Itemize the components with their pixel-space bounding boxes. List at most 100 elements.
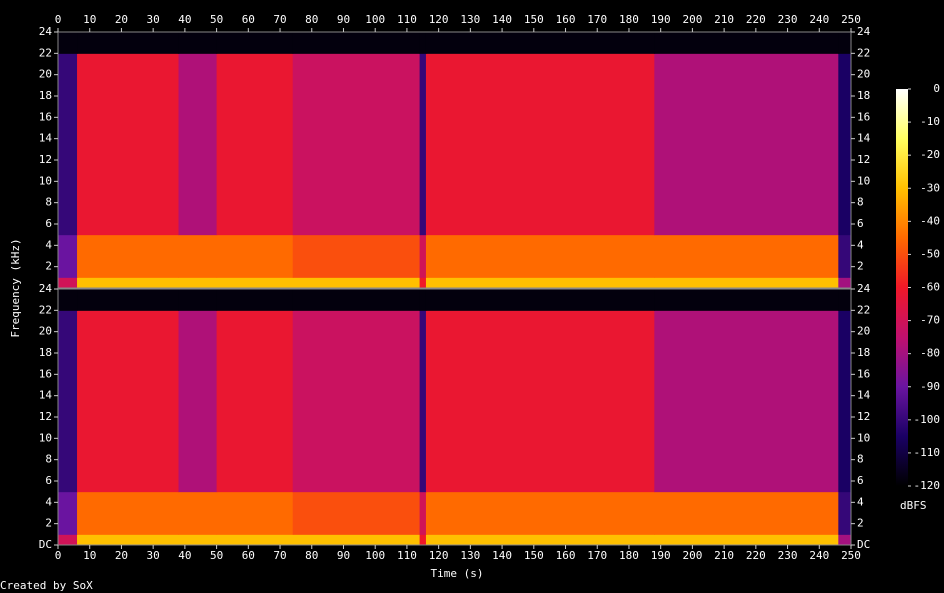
- heatmap-cell: [654, 491, 839, 535]
- x-tick-label: 90: [337, 549, 350, 562]
- y-tick-label: 24: [39, 282, 53, 295]
- heatmap-cell: [58, 534, 78, 546]
- heatmap-cell: [838, 53, 852, 236]
- heatmap-cell: [178, 234, 218, 278]
- heatmap-cell: [838, 491, 852, 535]
- x-tick-label: 140: [492, 13, 512, 26]
- y-tick-label: 10: [39, 174, 52, 187]
- heatmap-cell: [654, 53, 839, 236]
- y-tick-label: 2: [857, 517, 864, 530]
- x-tick-label: 80: [305, 549, 318, 562]
- x-tick-label: 100: [365, 549, 385, 562]
- y-tick-label: 6: [45, 217, 52, 230]
- x-tick-label: 40: [178, 13, 191, 26]
- x-tick-label: 220: [746, 549, 766, 562]
- x-tick-label: 170: [587, 549, 607, 562]
- heatmap-cell: [425, 53, 655, 236]
- colorbar-tick-label: -30: [920, 181, 940, 194]
- heatmap-cell: [292, 289, 421, 311]
- colorbar-tick-label: -100: [914, 413, 941, 426]
- heatmap-cell: [419, 277, 427, 289]
- heatmap-cell: [58, 277, 78, 289]
- y-tick-label: 14: [39, 389, 53, 402]
- heatmap-cell: [654, 534, 839, 546]
- y-tick-label: 10: [39, 431, 52, 444]
- heatmap-cell: [292, 32, 421, 54]
- heatmap-cell: [77, 310, 180, 493]
- x-tick-label: 100: [365, 13, 385, 26]
- x-tick-label: 130: [460, 13, 480, 26]
- x-tick-label: 20: [115, 13, 128, 26]
- heatmap-cell: [419, 491, 427, 535]
- x-tick-label: 0: [55, 549, 62, 562]
- y-tick-label: 18: [39, 89, 52, 102]
- heatmap-cell: [178, 32, 218, 54]
- y-tick-label: 24: [39, 25, 53, 38]
- heatmap-cell: [425, 32, 655, 54]
- heatmap-cell: [178, 534, 218, 546]
- heatmap-cell: [838, 534, 852, 546]
- footer: Created by SoX: [0, 579, 93, 592]
- heatmap-cell: [58, 32, 78, 54]
- heatmap-cell: [292, 277, 421, 289]
- heatmap-cell: [425, 491, 655, 535]
- heatmap-cell: [77, 277, 180, 289]
- y-tick-label: 2: [45, 260, 52, 273]
- heatmap-cell: [178, 310, 218, 493]
- x-tick-label: 220: [746, 13, 766, 26]
- heatmap-cell: [77, 234, 180, 278]
- heatmap-cell: [419, 289, 427, 311]
- heatmap-cell: [425, 234, 655, 278]
- y-tick-label: 20: [39, 325, 52, 338]
- y-tick-label: 22: [39, 303, 52, 316]
- x-tick-label: 0: [55, 13, 62, 26]
- x-tick-label: 140: [492, 549, 512, 562]
- heatmap-cell: [77, 491, 180, 535]
- heatmap-cell: [77, 289, 180, 311]
- heatmap-cell: [425, 310, 655, 493]
- y-tick-label: 10: [857, 174, 870, 187]
- heatmap-cell: [216, 234, 294, 278]
- x-tick-label: 70: [273, 549, 286, 562]
- x-tick-label: 60: [242, 13, 255, 26]
- colorbar-tick-label: -70: [920, 314, 940, 327]
- x-tick-label: 180: [619, 13, 639, 26]
- x-tick-label: 200: [682, 13, 702, 26]
- y-tick-label: 12: [39, 153, 52, 166]
- heatmap-cell: [292, 53, 421, 236]
- x-tick-label: 250: [841, 549, 861, 562]
- y-tick-label: 6: [45, 474, 52, 487]
- x-tick-label: 10: [83, 549, 96, 562]
- heatmap-cell: [654, 289, 839, 311]
- heatmap-cell: [216, 289, 294, 311]
- y-tick-label: 8: [45, 196, 52, 209]
- heatmap-cell: [425, 534, 655, 546]
- heatmap-cell: [838, 289, 852, 311]
- colorbar-tick-label: 0: [933, 82, 940, 95]
- x-tick-label: 160: [556, 13, 576, 26]
- y-tick-label: 22: [857, 303, 870, 316]
- heatmap-cell: [425, 277, 655, 289]
- heatmap-cell: [178, 289, 218, 311]
- x-tick-label: 180: [619, 549, 639, 562]
- x-tick-label: 150: [524, 13, 544, 26]
- y-tick-label: 20: [857, 325, 870, 338]
- y-tick-label: 10: [857, 431, 870, 444]
- y-tick-label: 14: [39, 132, 53, 145]
- y-tick-label: 18: [857, 89, 870, 102]
- heatmap-cell: [838, 32, 852, 54]
- x-tick-label: 250: [841, 13, 861, 26]
- heatmap-cell: [292, 234, 421, 278]
- heatmap-cell: [654, 32, 839, 54]
- x-tick-label: 160: [556, 549, 576, 562]
- heatmap-cell: [216, 32, 294, 54]
- colorbar-tick-label: -90: [920, 380, 940, 393]
- y-tick-label: 18: [857, 346, 870, 359]
- colorbar-tick-label: -80: [920, 347, 940, 360]
- x-tick-label: 30: [147, 549, 160, 562]
- y-tick-label: 12: [857, 410, 870, 423]
- y-tick-label: 2: [45, 517, 52, 530]
- heatmap-cell: [292, 491, 421, 535]
